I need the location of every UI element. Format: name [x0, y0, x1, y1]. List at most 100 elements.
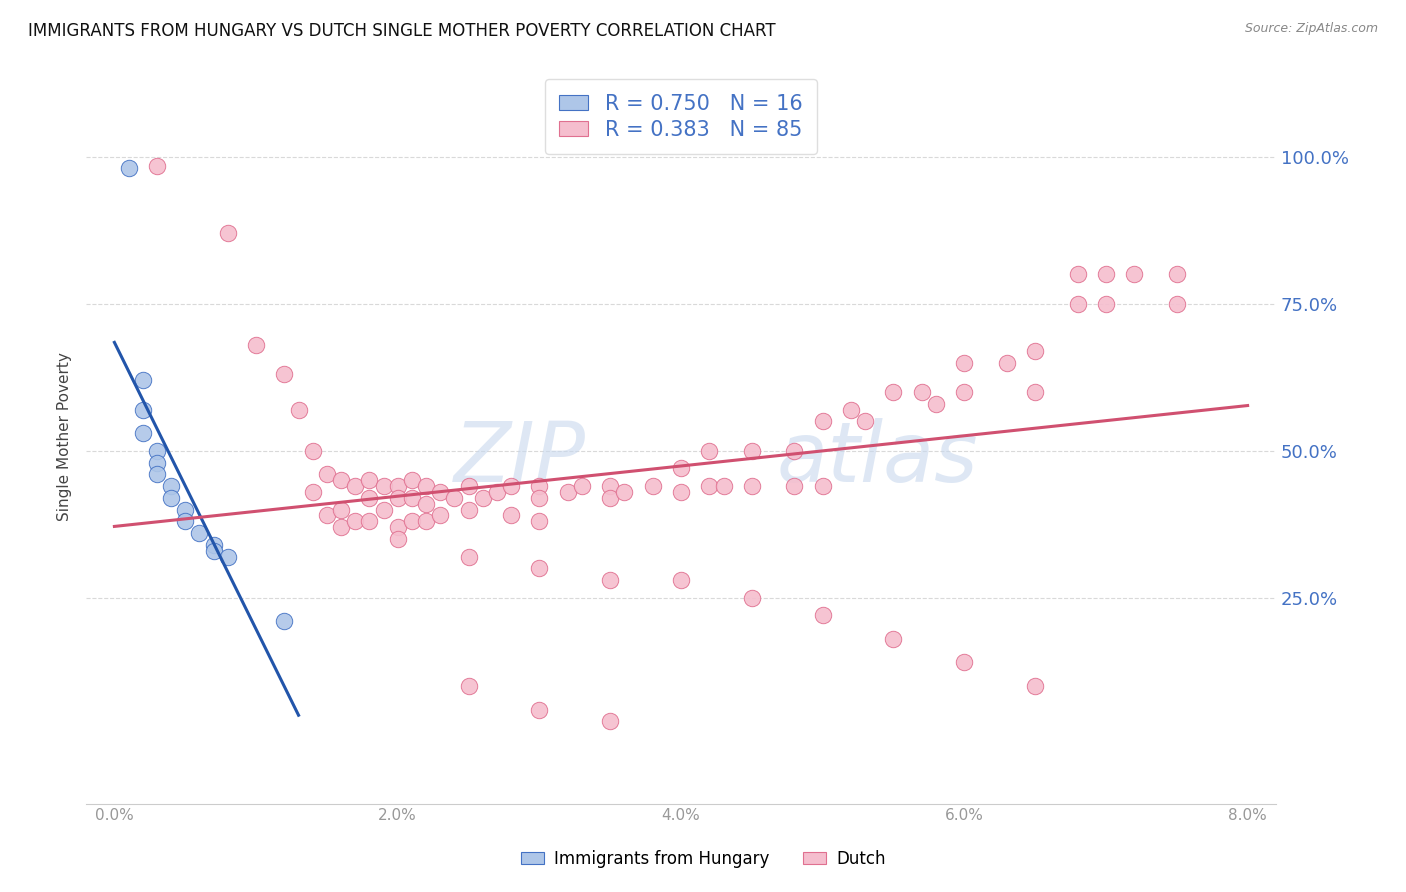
- Point: [202, 538, 225, 552]
- Point: [953, 355, 976, 369]
- Point: [146, 159, 169, 173]
- Point: [146, 467, 169, 482]
- Point: [330, 473, 353, 487]
- Point: [1095, 268, 1118, 282]
- Point: [457, 679, 479, 693]
- Point: [330, 502, 353, 516]
- Point: [344, 479, 367, 493]
- Point: [287, 402, 309, 417]
- Point: [359, 491, 381, 505]
- Point: [1024, 679, 1046, 693]
- Point: [953, 656, 976, 670]
- Point: [217, 226, 239, 240]
- Point: [669, 461, 692, 475]
- Point: [783, 443, 806, 458]
- Point: [359, 473, 381, 487]
- Point: [953, 384, 976, 399]
- Point: [457, 549, 479, 564]
- Point: [315, 467, 337, 482]
- Point: [117, 161, 139, 176]
- Point: [669, 484, 692, 499]
- Point: [599, 491, 621, 505]
- Point: [811, 479, 834, 493]
- Point: [146, 456, 169, 470]
- Point: [699, 443, 721, 458]
- Point: [557, 484, 579, 499]
- Point: [911, 384, 934, 399]
- Point: [401, 491, 423, 505]
- Point: [1123, 268, 1146, 282]
- Point: [839, 402, 862, 417]
- Point: [387, 479, 409, 493]
- Point: [301, 443, 323, 458]
- Point: [741, 479, 763, 493]
- Point: [713, 479, 735, 493]
- Point: [811, 608, 834, 623]
- Point: [429, 508, 451, 523]
- Point: [1024, 384, 1046, 399]
- Point: [245, 338, 267, 352]
- Point: [882, 632, 904, 646]
- Point: [160, 479, 183, 493]
- Text: atlas: atlas: [776, 417, 977, 499]
- Point: [415, 479, 437, 493]
- Point: [641, 479, 664, 493]
- Point: [1095, 297, 1118, 311]
- Point: [995, 355, 1018, 369]
- Text: IMMIGRANTS FROM HUNGARY VS DUTCH SINGLE MOTHER POVERTY CORRELATION CHART: IMMIGRANTS FROM HUNGARY VS DUTCH SINGLE …: [28, 22, 776, 40]
- Point: [1166, 268, 1188, 282]
- Point: [741, 591, 763, 605]
- Point: [174, 514, 197, 528]
- Y-axis label: Single Mother Poverty: Single Mother Poverty: [58, 351, 72, 521]
- Point: [499, 479, 522, 493]
- Point: [401, 514, 423, 528]
- Point: [132, 402, 155, 417]
- Point: [429, 484, 451, 499]
- Point: [1024, 343, 1046, 358]
- Point: [174, 502, 197, 516]
- Point: [359, 514, 381, 528]
- Point: [457, 479, 479, 493]
- Point: [415, 497, 437, 511]
- Point: [315, 508, 337, 523]
- Point: [529, 479, 551, 493]
- Point: [499, 508, 522, 523]
- Point: [401, 473, 423, 487]
- Point: [811, 414, 834, 428]
- Point: [699, 479, 721, 493]
- Point: [132, 373, 155, 387]
- Text: ZIP: ZIP: [454, 417, 586, 499]
- Point: [669, 573, 692, 587]
- Point: [485, 484, 508, 499]
- Point: [457, 502, 479, 516]
- Point: [202, 543, 225, 558]
- Point: [529, 491, 551, 505]
- Point: [1166, 297, 1188, 311]
- Point: [529, 561, 551, 575]
- Point: [330, 520, 353, 534]
- Point: [188, 526, 211, 541]
- Point: [146, 443, 169, 458]
- Point: [925, 397, 948, 411]
- Point: [373, 502, 395, 516]
- Point: [301, 484, 323, 499]
- Text: Source: ZipAtlas.com: Source: ZipAtlas.com: [1244, 22, 1378, 36]
- Point: [273, 368, 295, 382]
- Point: [387, 491, 409, 505]
- Point: [599, 479, 621, 493]
- Point: [387, 532, 409, 546]
- Point: [443, 491, 465, 505]
- Point: [1066, 297, 1088, 311]
- Point: [853, 414, 876, 428]
- Point: [571, 479, 593, 493]
- Point: [132, 426, 155, 441]
- Point: [741, 443, 763, 458]
- Point: [613, 484, 636, 499]
- Point: [529, 514, 551, 528]
- Legend: R = 0.750   N = 16, R = 0.383   N = 85: R = 0.750 N = 16, R = 0.383 N = 85: [544, 78, 817, 154]
- Point: [882, 384, 904, 399]
- Point: [160, 491, 183, 505]
- Point: [387, 520, 409, 534]
- Point: [344, 514, 367, 528]
- Legend: Immigrants from Hungary, Dutch: Immigrants from Hungary, Dutch: [515, 844, 891, 875]
